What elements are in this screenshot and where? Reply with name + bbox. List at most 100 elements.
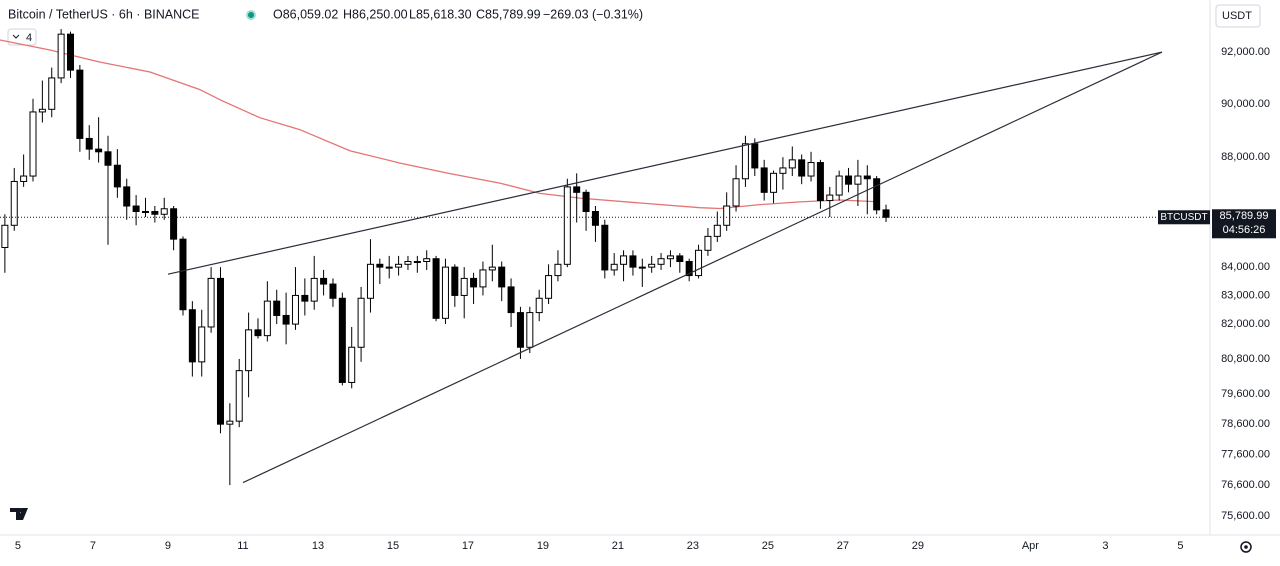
candle-body: [845, 175, 853, 185]
candle-body: [38, 108, 46, 113]
y-tick-label: 78,600.00: [1221, 418, 1270, 430]
x-tick-label: 9: [165, 540, 171, 552]
candle-body: [385, 266, 393, 269]
candle-body: [76, 69, 84, 139]
x-tick-label: 17: [462, 540, 474, 552]
candle-body: [563, 186, 571, 265]
candle-body: [338, 297, 346, 383]
candle-body: [713, 224, 721, 237]
symbol-label: BTCUSDT: [1160, 212, 1207, 223]
chart-title: Bitcoin / TetherUS · 6h · BINANCE: [8, 7, 200, 21]
y-tick-label: 82,000.00: [1221, 318, 1270, 330]
candle-body: [648, 263, 656, 268]
open-text: O86,059.02: [273, 7, 338, 21]
candle-body: [526, 312, 534, 348]
x-tick-label: 13: [312, 540, 324, 552]
trendline: [242, 51, 1163, 484]
candle-body: [282, 314, 290, 325]
candle-body: [66, 33, 74, 71]
candle-body: [451, 266, 459, 296]
candle-body: [535, 297, 543, 314]
candle-body: [348, 346, 356, 383]
candle-body: [873, 178, 881, 211]
x-tick-label: 5: [1177, 540, 1183, 552]
candle-body: [85, 137, 93, 150]
candle-body: [854, 175, 862, 185]
candle-body: [423, 258, 431, 263]
x-tick-label: Apr: [1022, 540, 1039, 552]
countdown-label: 04:56:26: [1223, 224, 1266, 236]
x-tick-label: 19: [537, 540, 549, 552]
candle-body: [413, 261, 421, 264]
x-tick-label: 3: [1102, 540, 1108, 552]
candle-body: [376, 263, 384, 268]
indicator-count: 4: [26, 32, 32, 44]
candle-body: [638, 266, 646, 269]
candle-body: [235, 370, 243, 422]
candle-body: [741, 143, 749, 180]
y-tick-label: 83,000.00: [1221, 289, 1270, 301]
candle-body: [488, 266, 496, 271]
candle-body: [132, 205, 140, 213]
candle-body: [263, 300, 271, 337]
candle-body: [104, 151, 112, 166]
candle-body: [404, 261, 412, 265]
candle-body: [1, 224, 9, 249]
candle-body: [123, 186, 131, 207]
candle-body: [329, 283, 337, 299]
x-tick-label: 29: [912, 540, 924, 552]
candle-body: [770, 172, 778, 193]
x-tick-label: 7: [90, 540, 96, 552]
x-tick-label: 27: [837, 540, 849, 552]
candle-body: [666, 255, 674, 260]
candle-body: [95, 148, 103, 153]
candle-body: [807, 162, 815, 177]
candle-body: [170, 208, 178, 240]
candle-body: [695, 249, 703, 277]
candle-body: [188, 309, 196, 363]
x-tick-label: 23: [687, 540, 699, 552]
candle-body: [254, 329, 262, 337]
status-dot: [248, 12, 254, 18]
candle-body: [601, 224, 609, 271]
low-text: L85,618.30: [409, 7, 472, 21]
candle-body: [685, 261, 693, 277]
candle-body: [732, 178, 740, 207]
candle-body: [882, 209, 890, 218]
candle-body: [395, 263, 403, 268]
candle-body: [591, 211, 599, 226]
candle-body: [198, 326, 206, 363]
logo: [10, 508, 28, 520]
candle-body: [826, 194, 834, 202]
y-tick-label: 76,600.00: [1221, 479, 1270, 491]
candle-body: [498, 266, 506, 288]
candle-body: [226, 420, 234, 425]
candle-body: [207, 277, 215, 328]
candle-body: [507, 286, 515, 314]
settings-icon-center: [1244, 545, 1248, 549]
currency-button[interactable]: [1215, 4, 1261, 28]
x-tick-label: 5: [15, 540, 21, 552]
candle-body: [160, 208, 168, 215]
candle-body: [48, 77, 56, 110]
candle-body: [582, 191, 590, 213]
price-badge: [1212, 209, 1276, 239]
high-text: H86,250.00: [343, 7, 408, 21]
x-tick-label: 15: [387, 540, 399, 552]
candle-body: [441, 266, 449, 319]
y-tick-label: 90,000.00: [1221, 98, 1270, 110]
settings-icon[interactable]: [1240, 541, 1252, 553]
trendline: [167, 51, 1163, 275]
candle-body: [216, 277, 224, 425]
candle-body: [863, 175, 871, 180]
plot-area: [0, 29, 1210, 486]
candle-body: [301, 294, 309, 302]
candle-body: [291, 294, 299, 325]
candle-body: [310, 277, 318, 302]
candle-body: [760, 167, 768, 193]
candle-body: [141, 211, 149, 214]
candle-body: [704, 235, 712, 251]
candle-body: [779, 167, 787, 174]
y-tick-label: 75,600.00: [1221, 510, 1270, 522]
